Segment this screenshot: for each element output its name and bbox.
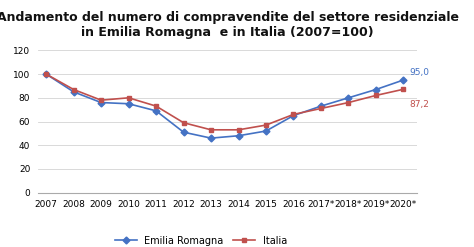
- Emilia Romagna: [98, 101, 104, 104]
- Emilia Romagna: [153, 109, 159, 112]
- Emilia Romagna: [318, 105, 324, 108]
- Title: Andamento del numero di compravendite del settore residenziale
in Emilia Romagna: Andamento del numero di compravendite de…: [0, 11, 458, 39]
- Italia: [291, 113, 296, 116]
- Italia: [71, 88, 76, 91]
- Italia: [126, 96, 131, 99]
- Emilia Romagna: [71, 90, 76, 93]
- Italia: [98, 99, 104, 102]
- Emilia Romagna: [126, 102, 131, 105]
- Line: Italia: Italia: [44, 72, 406, 132]
- Italia: [346, 101, 351, 104]
- Text: 95,0: 95,0: [409, 68, 429, 77]
- Emilia Romagna: [236, 134, 241, 137]
- Italia: [43, 73, 49, 76]
- Italia: [373, 94, 379, 97]
- Emilia Romagna: [346, 96, 351, 99]
- Italia: [153, 105, 159, 108]
- Emilia Romagna: [401, 79, 406, 82]
- Italia: [263, 124, 269, 126]
- Emilia Romagna: [43, 73, 49, 76]
- Italia: [208, 128, 214, 131]
- Italia: [401, 88, 406, 91]
- Emilia Romagna: [181, 131, 186, 134]
- Italia: [236, 128, 241, 131]
- Legend: Emilia Romagna, Italia: Emilia Romagna, Italia: [111, 232, 291, 247]
- Italia: [181, 121, 186, 124]
- Italia: [318, 107, 324, 110]
- Emilia Romagna: [263, 129, 269, 132]
- Emilia Romagna: [291, 114, 296, 117]
- Emilia Romagna: [208, 137, 214, 140]
- Emilia Romagna: [373, 88, 379, 91]
- Line: Emilia Romagna: Emilia Romagna: [44, 72, 406, 141]
- Text: 87,2: 87,2: [409, 100, 429, 109]
